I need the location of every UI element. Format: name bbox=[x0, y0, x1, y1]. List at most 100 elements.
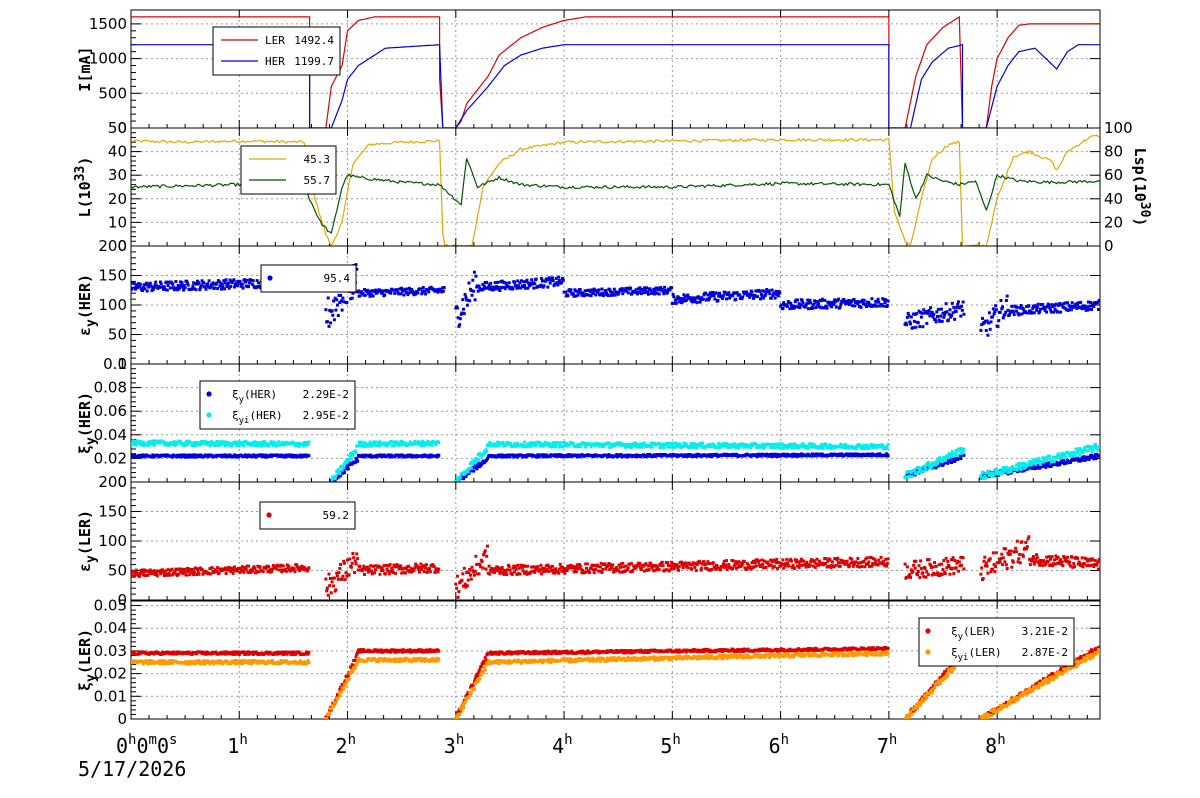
data-point bbox=[821, 447, 825, 450]
data-point bbox=[395, 440, 399, 444]
data-point bbox=[192, 444, 196, 448]
data-point bbox=[1097, 454, 1100, 458]
data-point bbox=[332, 576, 336, 580]
data-point bbox=[1039, 307, 1042, 311]
data-point bbox=[487, 564, 491, 568]
data-point bbox=[810, 454, 813, 458]
data-point bbox=[642, 453, 646, 457]
data-point bbox=[779, 446, 783, 450]
data-point bbox=[994, 474, 998, 478]
data-point bbox=[408, 440, 412, 444]
data-point bbox=[342, 469, 346, 473]
data-point bbox=[961, 450, 965, 454]
data-point bbox=[1050, 303, 1054, 307]
data-point bbox=[684, 442, 688, 446]
data-point bbox=[779, 442, 783, 446]
data-point bbox=[155, 284, 158, 288]
data-point bbox=[227, 455, 231, 459]
data-point bbox=[385, 444, 389, 448]
data-point bbox=[458, 323, 462, 327]
data-point bbox=[564, 290, 568, 294]
data-point bbox=[791, 444, 795, 448]
data-point bbox=[546, 563, 550, 567]
data-point bbox=[250, 278, 254, 282]
data-point bbox=[169, 573, 173, 577]
data-point bbox=[738, 444, 742, 448]
data-point bbox=[718, 291, 721, 295]
data-point bbox=[761, 289, 765, 293]
data-point bbox=[1061, 460, 1065, 464]
data-point bbox=[584, 445, 588, 449]
data-point bbox=[752, 296, 755, 300]
data-point bbox=[787, 445, 791, 449]
data-point bbox=[653, 289, 657, 293]
data-point bbox=[548, 281, 552, 285]
data-point bbox=[334, 474, 338, 478]
data-point bbox=[677, 300, 681, 304]
data-point bbox=[542, 566, 546, 570]
data-point bbox=[131, 287, 134, 291]
data-point bbox=[749, 442, 753, 446]
data-point bbox=[607, 441, 611, 445]
data-point bbox=[227, 441, 231, 445]
data-point bbox=[508, 568, 512, 572]
data-point bbox=[944, 302, 948, 306]
data-point bbox=[776, 444, 780, 448]
data-point bbox=[1052, 463, 1056, 467]
data-point bbox=[916, 321, 920, 325]
data-point bbox=[619, 289, 623, 293]
data-point bbox=[746, 566, 750, 570]
data-point bbox=[947, 312, 951, 316]
data-point bbox=[946, 454, 950, 458]
data-point bbox=[1018, 464, 1022, 468]
data-point bbox=[677, 444, 681, 448]
data-point bbox=[477, 284, 481, 288]
data-point bbox=[1059, 452, 1063, 456]
data-point bbox=[168, 286, 172, 290]
data-point bbox=[1076, 303, 1080, 307]
data-point bbox=[139, 286, 143, 290]
data-point bbox=[585, 566, 588, 570]
data-point bbox=[532, 286, 536, 290]
data-point bbox=[811, 306, 815, 310]
data-point bbox=[1049, 310, 1053, 314]
data-point bbox=[356, 459, 360, 463]
data-point bbox=[989, 320, 993, 324]
data-point bbox=[537, 455, 541, 459]
data-point bbox=[567, 566, 571, 570]
data-point bbox=[183, 441, 187, 445]
data-point bbox=[628, 444, 632, 448]
data-point bbox=[786, 443, 790, 447]
data-point bbox=[162, 443, 166, 447]
data-point bbox=[1091, 448, 1095, 452]
data-point bbox=[863, 447, 867, 450]
data-point bbox=[645, 455, 649, 458]
data-point bbox=[834, 300, 837, 304]
data-point bbox=[1077, 447, 1081, 451]
data-point bbox=[593, 288, 597, 292]
data-point bbox=[195, 441, 199, 445]
data-point bbox=[1074, 302, 1078, 306]
data-point bbox=[216, 443, 220, 447]
data-point bbox=[673, 298, 677, 302]
data-point bbox=[907, 314, 911, 318]
data-point bbox=[413, 566, 417, 570]
data-point bbox=[912, 312, 916, 316]
data-point bbox=[625, 443, 629, 447]
data-point bbox=[684, 561, 687, 565]
data-point bbox=[648, 443, 652, 447]
data-point bbox=[238, 571, 242, 574]
data-point bbox=[801, 301, 805, 305]
data-point bbox=[420, 444, 424, 448]
data-point bbox=[1084, 458, 1088, 462]
data-point bbox=[138, 440, 142, 443]
data-point bbox=[953, 317, 957, 321]
data-point bbox=[548, 455, 552, 459]
data-point bbox=[1045, 462, 1049, 466]
data-point bbox=[174, 280, 178, 283]
data-point bbox=[354, 450, 358, 454]
data-point bbox=[237, 440, 241, 444]
data-point bbox=[533, 570, 537, 574]
data-point bbox=[959, 314, 963, 318]
data-point bbox=[568, 455, 571, 459]
